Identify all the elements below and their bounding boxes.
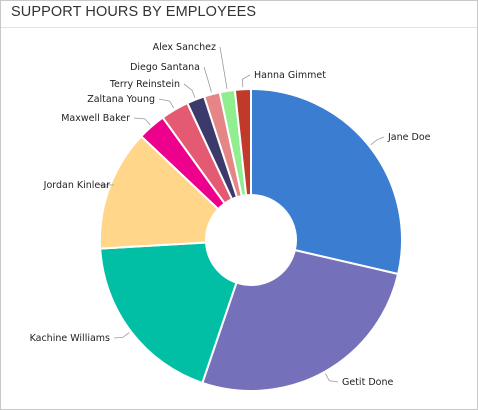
chart-slices [99, 87, 403, 392]
leader-jordan-kinlear [99, 184, 115, 188]
leader-jane-doe [370, 136, 385, 146]
slice-hanna-gimmet[interactable] [233, 87, 252, 197]
label-getit-done: Getit Done [342, 377, 393, 388]
label-jordan-kinlear: Jordan Kinlear [43, 180, 110, 191]
slice-jane-doe[interactable] [250, 87, 403, 276]
slice-kachine-williams[interactable] [99, 241, 238, 385]
leader-hanna-gimmet [241, 74, 251, 88]
panel-title: SUPPORT HOURS BY EMPLOYEES [11, 4, 257, 20]
leader-zaltana-young [158, 98, 175, 109]
leader-kachine-williams [113, 332, 130, 339]
leader-getit-done [325, 373, 339, 383]
leader-alex-sanchez [219, 46, 228, 89]
label-kachine-williams: Kachine Williams [30, 333, 110, 344]
label-jane-doe: Jane Doe [387, 132, 431, 143]
chart-slice-labels: Jane Doe Getit Done Kachine Williams Jordan… [30, 42, 431, 388]
label-terry-reinstein: Terry Reinstein [109, 79, 180, 90]
label-maxwell-baker: Maxwell Baker [61, 113, 130, 124]
leader-diego-santana [203, 66, 212, 93]
panel-header: SUPPORT HOURS BY EMPLOYEES [1, 1, 477, 28]
chart-leader-lines [99, 46, 385, 383]
slice-jordan-kinlear[interactable] [99, 134, 220, 250]
label-hanna-gimmet: Hanna Gimmet [254, 70, 326, 81]
leader-maxwell-baker [133, 117, 151, 126]
leader-terry-reinstein [183, 83, 196, 98]
label-zaltana-young: Zaltana Young [87, 94, 155, 105]
slice-getit-done[interactable] [201, 248, 400, 392]
label-diego-santana: Diego Santana [130, 62, 200, 73]
label-alex-sanchez: Alex Sanchez [153, 42, 216, 53]
